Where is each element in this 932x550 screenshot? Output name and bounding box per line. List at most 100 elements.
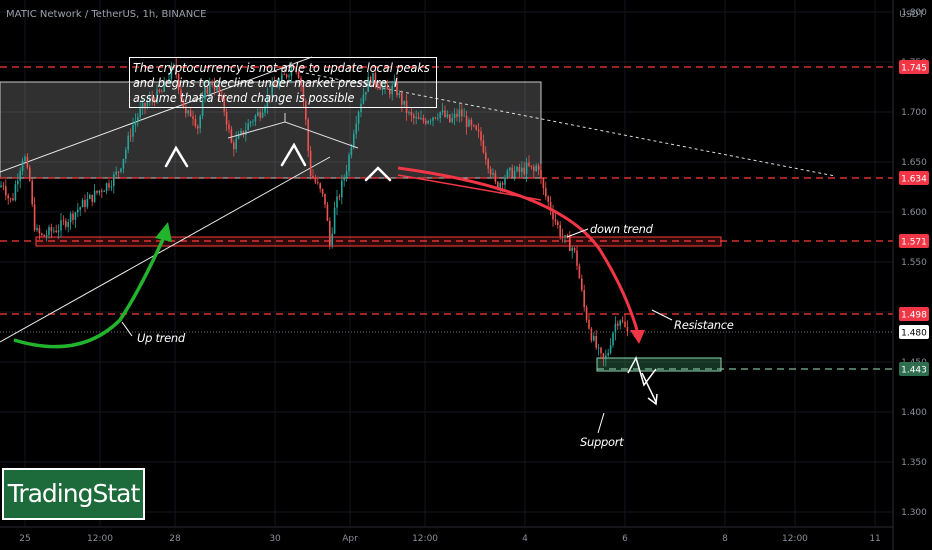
level-tag-1.571 <box>899 234 929 248</box>
candle-body <box>225 111 228 125</box>
candle-body <box>420 118 422 120</box>
candle-body <box>336 196 338 208</box>
candle-body <box>110 186 113 188</box>
candle-body <box>74 212 77 220</box>
candle-body <box>17 180 19 185</box>
candle-body <box>276 86 278 88</box>
candle-body <box>98 190 101 193</box>
time-tick-label: Apr <box>342 534 358 544</box>
candle-body <box>343 177 345 181</box>
candle-body <box>19 170 21 181</box>
candle-body <box>511 167 513 178</box>
candle-body <box>45 235 48 237</box>
candle-body <box>48 227 50 236</box>
candle-body <box>129 135 132 137</box>
up-trend-pointer <box>121 321 133 337</box>
time-tick-label: 12:00 <box>412 534 438 544</box>
candle-body <box>595 335 597 348</box>
candle-body <box>626 327 629 332</box>
level-tag-1.745 <box>899 60 929 74</box>
analysis-note[interactable]: The cryptocurrency is not able to update… <box>129 57 437 108</box>
candle-body <box>122 158 125 169</box>
candle-body <box>348 155 350 172</box>
level-tag-1.443 <box>899 362 929 376</box>
candle-body <box>619 320 621 326</box>
candle-body <box>386 85 389 90</box>
candle-body <box>451 118 453 123</box>
candle-body <box>564 235 566 237</box>
candle-body <box>482 140 485 153</box>
candle-body <box>405 100 408 113</box>
candle-body <box>593 335 595 341</box>
candle-body <box>475 125 477 130</box>
candle-body <box>372 72 374 84</box>
candle-body <box>62 220 65 222</box>
time-tick-label: 12:00 <box>782 534 808 544</box>
price-tick-label: 1.650 <box>901 158 927 168</box>
time-tick-label: 25 <box>19 534 30 544</box>
candle-body <box>81 200 84 208</box>
lower-channel-line <box>0 156 331 343</box>
candle-body <box>146 102 149 107</box>
candle-body <box>305 101 307 120</box>
upper-channel-line <box>0 56 313 173</box>
candle-body <box>504 178 506 185</box>
time-tick-label: 28 <box>169 534 181 544</box>
candle-body <box>79 207 81 210</box>
time-tick-label: 4 <box>522 534 528 544</box>
candle-body <box>578 265 581 279</box>
candle-body <box>233 142 235 150</box>
candle-body <box>324 193 326 205</box>
candle-body <box>134 121 137 126</box>
candle-body <box>302 85 305 102</box>
candle-body <box>518 166 521 172</box>
candle-body <box>621 320 624 322</box>
price-tick-label: 1.800 <box>901 8 927 18</box>
candle-body <box>569 237 571 251</box>
candle-body <box>509 167 511 171</box>
candle-body <box>259 112 261 118</box>
candle-body <box>600 347 602 354</box>
time-tick-label: 11 <box>869 534 880 544</box>
candle-body <box>69 213 72 223</box>
candle-body <box>590 328 593 341</box>
candle-body <box>89 194 91 199</box>
candle-body <box>528 162 530 166</box>
candle-body <box>434 117 437 119</box>
candle-body <box>223 97 225 112</box>
candle-body <box>465 115 468 127</box>
candle-body <box>209 82 211 94</box>
candle-body <box>14 184 17 201</box>
candle-body <box>341 180 343 198</box>
candle-body <box>38 228 41 234</box>
candle-body <box>257 112 259 116</box>
candle-body <box>401 92 403 105</box>
candle-body <box>513 171 516 178</box>
price-tick-label: 1.300 <box>901 508 927 518</box>
support-pointer <box>597 412 605 434</box>
candle-body <box>501 182 504 185</box>
candle-body <box>273 83 276 87</box>
candle-body <box>266 95 269 107</box>
candle-body <box>283 74 285 76</box>
candle-body <box>624 321 626 328</box>
candle-body <box>297 71 300 79</box>
candle-body <box>173 64 175 68</box>
candle-body <box>187 110 189 114</box>
candle-body <box>182 99 185 109</box>
candle-body <box>117 171 120 173</box>
candle-body <box>331 233 333 246</box>
candle-body <box>547 196 549 202</box>
candle-body <box>163 80 165 92</box>
candle-body <box>158 89 161 92</box>
candle-body <box>149 97 151 103</box>
candle-body <box>588 319 590 329</box>
candle-body <box>350 147 353 156</box>
candle-body <box>36 228 38 231</box>
candle-body <box>549 201 552 211</box>
candle-body <box>144 102 146 107</box>
candle-body <box>165 80 168 82</box>
candle-body <box>50 227 53 232</box>
candle-body <box>566 235 569 238</box>
